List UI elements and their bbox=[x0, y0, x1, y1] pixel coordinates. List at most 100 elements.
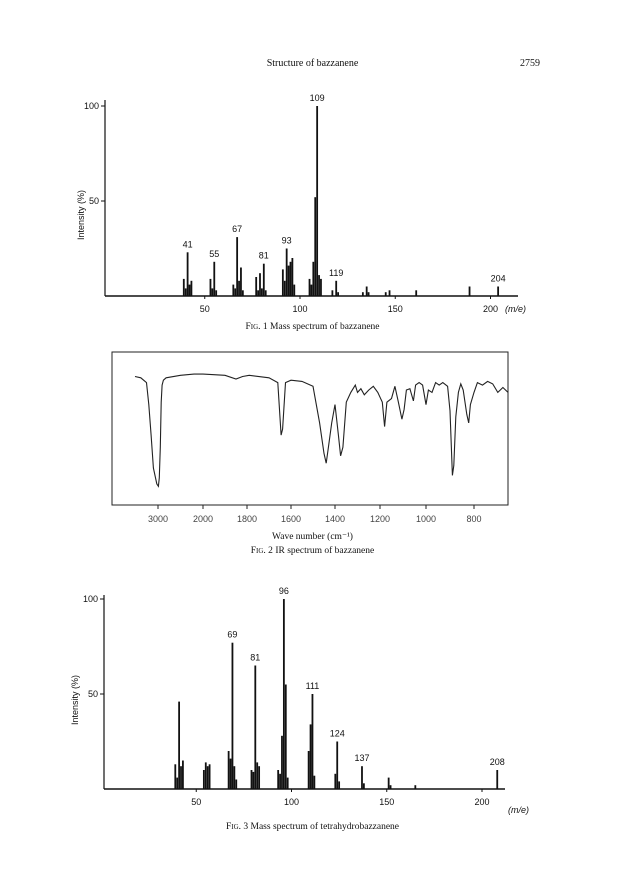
fig3-mass-spectrum: 50 100 50 100 150 200 Intensity (%) (m/e) 69 81 96… bbox=[70, 586, 529, 815]
x-tick-label: 150 bbox=[388, 304, 403, 314]
spectrum-peak bbox=[255, 277, 258, 296]
x-tick-label: 3000 bbox=[148, 514, 168, 524]
spectrum-peak bbox=[264, 290, 267, 296]
spectrum-peak bbox=[318, 275, 320, 296]
peak-label: 124 bbox=[330, 729, 345, 739]
fig2-caption-text: IR spectrum of bazzanene bbox=[275, 546, 375, 556]
spectrum-peak bbox=[258, 766, 261, 789]
y-tick-label: 100 bbox=[83, 594, 98, 604]
spectrum-peak bbox=[229, 758, 232, 789]
spectrum-peak bbox=[176, 777, 179, 789]
spectrum-peak bbox=[227, 751, 230, 789]
spectrum-peak bbox=[293, 284, 296, 296]
spectrum-peak bbox=[289, 261, 292, 296]
spectrum-peak bbox=[211, 288, 214, 296]
spectrum-peak bbox=[182, 760, 184, 789]
spectrum-peak bbox=[188, 284, 191, 296]
x-tick-label: 50 bbox=[191, 797, 201, 807]
peak-label: 111 bbox=[306, 681, 320, 691]
spectrum-peak bbox=[338, 781, 341, 789]
x-tick-label: 200 bbox=[483, 304, 498, 314]
spectrum-peak bbox=[254, 665, 257, 789]
spectrum-peak bbox=[384, 292, 387, 296]
spectrum-peak bbox=[286, 777, 289, 789]
spectrum-peak bbox=[215, 290, 218, 296]
spectrum-peak bbox=[361, 292, 364, 296]
spectrum-peak bbox=[259, 273, 261, 296]
spectrum-peak bbox=[415, 290, 418, 296]
spectrum-peak bbox=[311, 694, 314, 789]
peak-label: 109 bbox=[310, 93, 325, 103]
spectrum-peak bbox=[284, 684, 287, 789]
x-axis-label: (m/e) bbox=[505, 304, 526, 314]
fig3-caption: Fig. 3 Mass spectrum of tetrahydrobazzan… bbox=[0, 822, 625, 832]
spectrum-peak bbox=[238, 280, 240, 296]
spectrum-peak bbox=[233, 766, 236, 789]
x-tick-label: 100 bbox=[292, 304, 307, 314]
spectrum-peak bbox=[496, 770, 499, 789]
fig2-ir-spectrum: 3000 2000 1800 1600 1400 1200 1000 800 bbox=[111, 351, 509, 524]
peak-label: 69 bbox=[227, 630, 237, 640]
peak-label: 119 bbox=[329, 268, 343, 278]
peak-label: 208 bbox=[490, 757, 505, 767]
spectrum-peak bbox=[283, 280, 286, 296]
spectrum-peak bbox=[240, 267, 242, 296]
spectrum-peak bbox=[277, 770, 280, 789]
peak-label: 55 bbox=[209, 249, 219, 259]
spectrum-peak bbox=[497, 286, 500, 296]
peak-label: 93 bbox=[282, 236, 292, 246]
peak-label: 41 bbox=[183, 239, 193, 249]
y-tick-label: 50 bbox=[88, 689, 98, 699]
fig1-caption: Fig. 1 Mass spectrum of bazzanene bbox=[0, 322, 625, 332]
spectrum-peak bbox=[389, 785, 392, 789]
spectrum-peak bbox=[190, 280, 193, 296]
x-tick-label: 50 bbox=[200, 304, 210, 314]
peak-label: 204 bbox=[491, 274, 506, 284]
spectrum-peak bbox=[235, 779, 238, 789]
spectrum-peak bbox=[337, 292, 339, 296]
y-tick-label: 50 bbox=[89, 196, 99, 206]
spectrum-peak bbox=[178, 701, 181, 789]
peak-label: 81 bbox=[259, 251, 269, 261]
x-tick-label: 1800 bbox=[237, 514, 257, 524]
spectrum-peak bbox=[314, 197, 317, 296]
spectrum-peak bbox=[209, 278, 212, 296]
spectrum-peak bbox=[291, 258, 294, 296]
spectrum-peak bbox=[316, 106, 319, 296]
spectrum-peak bbox=[202, 770, 205, 789]
peak-label: 96 bbox=[279, 586, 289, 596]
x-tick-label: 1200 bbox=[370, 514, 390, 524]
spectrum-peak bbox=[206, 766, 209, 789]
spectrum-peak bbox=[307, 751, 310, 789]
peak-label: 67 bbox=[232, 224, 242, 234]
spectrum-peak bbox=[308, 278, 311, 296]
x-tick-label: 1600 bbox=[281, 514, 301, 524]
spectrum-peak bbox=[362, 783, 365, 789]
spectrum-peak bbox=[252, 771, 255, 789]
spectrum-peak bbox=[256, 762, 259, 789]
spectrum-peak bbox=[282, 599, 285, 789]
y-tick-label: 100 bbox=[84, 101, 99, 111]
fig2-caption-prefix: Fig. 2 bbox=[250, 546, 273, 556]
fig1-caption-text: Mass spectrum of bazzanene bbox=[270, 322, 380, 332]
x-tick-label: 200 bbox=[474, 797, 489, 807]
ir-frame bbox=[111, 351, 509, 506]
ir-trace bbox=[134, 373, 509, 488]
spectrum-peak bbox=[180, 766, 182, 789]
x-tick-label: 1400 bbox=[325, 514, 345, 524]
spectrum-peak bbox=[279, 773, 281, 789]
spectrum-peak bbox=[335, 280, 338, 296]
x-tick-label: 100 bbox=[284, 797, 299, 807]
spectrum-peak bbox=[236, 237, 239, 296]
spectrum-peak bbox=[367, 292, 370, 296]
spectrum-peak bbox=[287, 265, 290, 296]
spectrum-peak bbox=[208, 764, 211, 789]
fig1-mass-spectrum: 50 100 50 100 150 200 Intensity (%) (m/e) 41 55 67… bbox=[76, 93, 526, 314]
x-tick-label: 800 bbox=[466, 514, 481, 524]
fig2-caption: Fig. 2 IR spectrum of bazzanene bbox=[0, 546, 625, 556]
spectrum-peak bbox=[336, 741, 339, 789]
spectrum-peak bbox=[174, 764, 177, 789]
y-axis-label: Intensity (%) bbox=[76, 190, 86, 240]
spectrum-peak bbox=[261, 288, 263, 296]
spectrum-peak bbox=[204, 762, 207, 789]
